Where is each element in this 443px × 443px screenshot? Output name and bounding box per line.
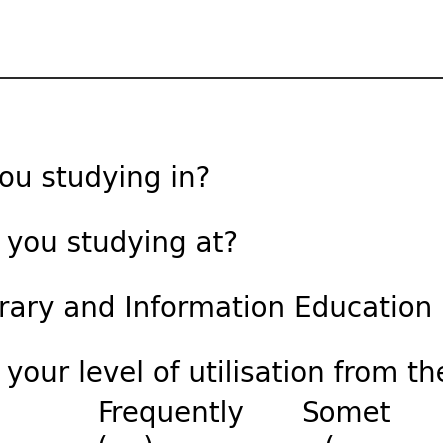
Text: Somet: Somet — [301, 400, 391, 428]
Text: (    ): ( ) — [97, 435, 155, 443]
Text: Frequently: Frequently — [97, 400, 244, 428]
Text: you studying at?: you studying at? — [0, 230, 238, 258]
Text: rary and Information Education: rary and Information Education — [0, 295, 432, 323]
Text: your level of utilisation from the: your level of utilisation from the — [0, 360, 443, 388]
Text: ou studying in?: ou studying in? — [0, 165, 210, 193]
Text: (: ( — [323, 435, 334, 443]
